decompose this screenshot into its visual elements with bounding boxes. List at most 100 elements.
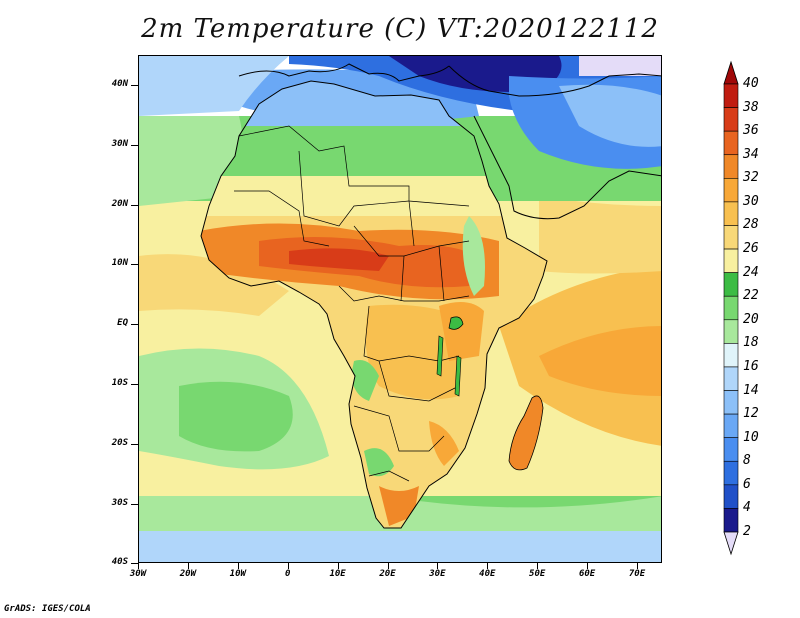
longitude-tick — [237, 563, 239, 569]
longitude-tick — [537, 563, 539, 569]
latitude-label: 20N — [111, 198, 128, 209]
latitude-tick — [131, 264, 138, 266]
longitude-tick — [187, 563, 189, 569]
latitude-tick — [131, 204, 138, 206]
longitude-label: 30E — [429, 569, 446, 579]
longitude-tick — [637, 563, 638, 569]
colorbar-label: 38 — [743, 99, 759, 115]
latitude-label: 10S — [111, 378, 128, 388]
colorbar-segment — [723, 413, 739, 438]
longitude-label: 20E — [379, 569, 396, 579]
longitude-tick — [437, 563, 439, 569]
latitude-tick — [131, 443, 138, 445]
ocean-cool-atlantic-inner — [179, 381, 293, 452]
longitude-label: 0 — [284, 569, 291, 579]
longitude-tick — [337, 563, 339, 569]
longitude-label: 60E — [578, 569, 596, 579]
ocean-band-south-1 — [139, 526, 661, 562]
longitude-tick — [287, 563, 289, 569]
colorbar-segment — [723, 83, 739, 108]
colorbar-label: 10 — [743, 429, 759, 445]
colorbar-segment — [723, 295, 739, 321]
colorbar-segment — [723, 225, 739, 250]
longitude-label: 70E — [628, 569, 646, 579]
lake-victoria — [448, 316, 464, 330]
temperature-map — [139, 56, 661, 562]
latitude-tick — [131, 503, 138, 505]
colorbar-segment — [723, 130, 739, 156]
longitude-tick — [138, 563, 139, 569]
colorbar-label: 36 — [743, 123, 759, 139]
north-atlantic-lightgreen — [139, 116, 243, 206]
latitude-tick — [131, 384, 138, 385]
latitude-tick — [131, 563, 138, 565]
longitude-label: 50E — [529, 569, 546, 579]
colorbar-segment — [723, 366, 739, 391]
colorbar-label: 28 — [743, 217, 759, 233]
latitude-tick — [131, 144, 138, 146]
longitude-label: 20W — [179, 569, 197, 579]
longitude-tick — [587, 563, 589, 569]
colorbar-label: 18 — [743, 335, 759, 351]
madagascar — [508, 395, 544, 471]
longitude-label: 30W — [129, 569, 147, 579]
africa-coastline — [200, 80, 548, 529]
colorbar-segment — [723, 319, 739, 344]
europe-coastline — [238, 63, 450, 82]
colorbar-label: 26 — [743, 241, 759, 257]
latitude-label: 10N — [111, 258, 128, 269]
ocean-warm-indian-inner — [539, 326, 661, 396]
colorbar-segment — [723, 272, 739, 297]
latitude-label: 20S — [111, 437, 128, 448]
latitude-tick — [131, 85, 138, 86]
colorbar-label: 6 — [743, 476, 751, 492]
latitude-label: 30S — [111, 497, 128, 508]
latitude-label: 40N — [111, 79, 128, 89]
colorbar-segment — [723, 248, 739, 273]
colorbar-segment — [723, 508, 739, 533]
longitude-label: 10W — [229, 569, 246, 579]
colorbar-label: 34 — [743, 146, 759, 162]
colorbar-label: 20 — [743, 311, 759, 327]
colorbar-segment — [723, 201, 739, 226]
colorbar-label: 4 — [743, 500, 751, 516]
colorbar-label: 14 — [743, 382, 759, 398]
arabian-sea — [539, 196, 661, 274]
colorbar-segment — [723, 154, 739, 179]
iran-plateau — [559, 84, 661, 147]
colorbar-label: 30 — [743, 193, 759, 209]
lake-malawi — [454, 355, 462, 397]
colorbar-segment — [723, 390, 739, 415]
latitude-label: EQ — [117, 318, 128, 329]
latitude-label: 30N — [111, 138, 128, 149]
colorbar-label: 16 — [743, 358, 759, 374]
arabian-coastline — [448, 65, 661, 220]
far-north-lavender — [579, 56, 661, 76]
colorbar-label: 2 — [743, 524, 751, 539]
longitude-tick — [487, 563, 489, 569]
colorbar-label: 22 — [743, 288, 759, 304]
latitude-label: 40S — [111, 557, 128, 568]
colorbar-under-triangle — [723, 531, 739, 556]
colorbar-label: 24 — [743, 264, 759, 280]
map-title: 2m Temperature (C) VT:2020122112 — [141, 14, 659, 44]
longitude-label: 40E — [479, 569, 496, 579]
colorbar-over-triangle — [723, 60, 739, 85]
latitude-tick — [131, 324, 138, 326]
colorbar-label: 8 — [743, 453, 751, 469]
map-panel — [138, 55, 662, 563]
country-borders — [234, 125, 470, 482]
longitude-label: 10E — [329, 569, 346, 579]
colorbar-segment — [723, 460, 739, 486]
north-west-atlantic — [139, 56, 289, 116]
colorbar — [723, 60, 739, 556]
ocean-warm-atlantic — [139, 254, 289, 316]
colorbar-segment — [723, 107, 739, 132]
colorbar-label: 12 — [743, 406, 759, 422]
lake-tanganyika — [436, 335, 444, 377]
credit-text: GrADS: IGES/COLA — [4, 604, 91, 614]
longitude-tick — [387, 563, 389, 569]
colorbar-segment — [723, 178, 739, 203]
colorbar-label: 40 — [743, 76, 759, 91]
colorbar-segment — [723, 437, 739, 462]
